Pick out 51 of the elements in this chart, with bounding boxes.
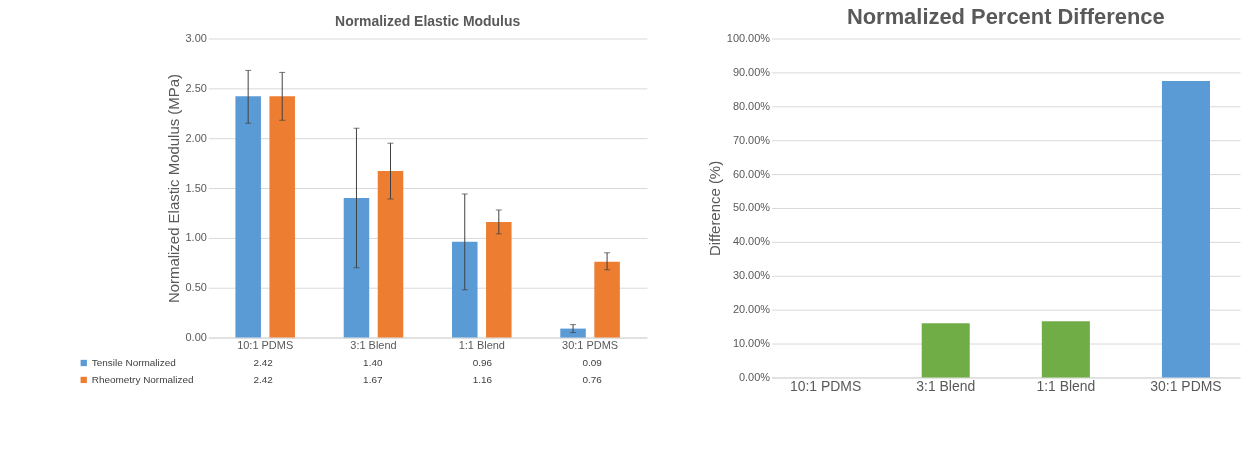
- y-tick-label: 40.00%: [732, 235, 771, 248]
- y-tick-label: 30.00%: [732, 269, 771, 282]
- bar: [343, 198, 370, 338]
- bar: [594, 261, 620, 338]
- y-tick-label: 2.50: [185, 81, 207, 94]
- x-tick-label: 1:1 Blend: [458, 339, 505, 352]
- data-label: 0.76: [582, 373, 603, 385]
- x-tick-label: 30:1 PDMS: [562, 339, 619, 352]
- y-tick-label: 0.50: [185, 281, 207, 294]
- y-tick-label: 50.00%: [732, 201, 771, 214]
- data-label: 1.40: [363, 356, 383, 368]
- y-tick-label: 80.00%: [732, 99, 771, 112]
- chart-title: Normalized Elastic Modulus: [335, 12, 521, 29]
- bar: [452, 241, 478, 338]
- x-tick-label: 1:1 Blend: [1036, 377, 1096, 394]
- y-tick-label: 20.00%: [732, 303, 771, 316]
- bar: [377, 171, 404, 338]
- y-tick-label: 100.00%: [726, 32, 771, 44]
- y-axis-title: Difference (%): [705, 160, 723, 257]
- data-label: 1.67: [363, 373, 383, 385]
- legend-label: Tensile Normalized: [91, 356, 176, 368]
- bar: [486, 221, 512, 338]
- y-tick-label: 0.00%: [738, 370, 771, 383]
- y-tick-label: 60.00%: [732, 167, 771, 180]
- y-tick-label: 1.50: [185, 181, 207, 194]
- x-tick-label: 30:1 PDMS: [1150, 377, 1222, 394]
- legend-label: Rheometry Normalized: [91, 373, 194, 385]
- y-tick-label: 10.00%: [732, 337, 771, 350]
- y-tick-label: 90.00%: [732, 65, 771, 78]
- x-tick-label: 3:1 Blend: [916, 377, 976, 394]
- x-tick-label: 10:1 PDMS: [237, 339, 294, 352]
- chart-title: Normalized Percent Difference: [846, 3, 1165, 29]
- y-tick-label: 0.00: [185, 331, 207, 344]
- data-label: 2.42: [253, 373, 274, 385]
- data-label: 2.42: [253, 356, 274, 368]
- y-tick-label: 70.00%: [732, 133, 771, 146]
- bar: [560, 328, 586, 338]
- y-axis-title: Normalized Elastic Modulus (MPa): [164, 73, 182, 304]
- data-label: 1.16: [472, 373, 493, 385]
- bar: [235, 96, 261, 338]
- bar: [921, 323, 970, 378]
- data-label: 0.09: [582, 356, 603, 368]
- x-tick-label: 10:1 PDMS: [789, 377, 862, 394]
- bar: [1161, 80, 1210, 378]
- y-tick-label: 2.00: [185, 131, 207, 144]
- x-tick-label: 3:1 Blend: [350, 339, 397, 352]
- y-tick-label: 3.00: [185, 32, 207, 44]
- data-label: 0.96: [472, 356, 493, 368]
- bar: [1041, 321, 1090, 378]
- bar: [269, 96, 295, 338]
- y-tick-label: 1.00: [185, 231, 207, 244]
